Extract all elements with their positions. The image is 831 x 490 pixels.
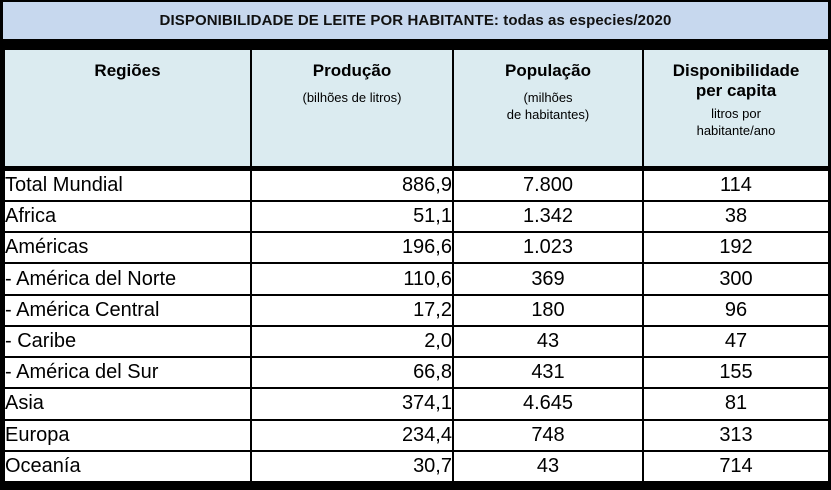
producao-cell: 886,9 [250, 166, 454, 203]
header-row: Regiões Produção (bilhões de litros) Pop… [3, 48, 830, 171]
table-row-europa: Europa 234,4 748 313 [3, 418, 830, 452]
col-header-regioes-label: Regiões [94, 61, 161, 80]
col-header-populacao-label: População [505, 61, 591, 80]
region-cell: Africa [3, 200, 252, 234]
table-body: Total Mundial 886,9 7.800 114 Africa 51,… [3, 166, 830, 484]
per-capita-cell: 47 [642, 324, 830, 359]
per-capita-cell: 714 [642, 449, 830, 484]
producao-cell: 2,0 [250, 324, 454, 359]
col-header-disponibilidade-unit-line1: litros por [711, 106, 761, 121]
col-header-disponibilidade-label-line2: per capita [695, 81, 777, 100]
col-header-disponibilidade-unit-line2: habitante/ano [696, 123, 776, 138]
populacao-cell: 748 [452, 418, 644, 452]
col-header-disponibilidade-label-line1: Disponibilidade [672, 61, 800, 80]
region-cell: - Caribe [3, 324, 252, 359]
populacao-cell: 431 [452, 356, 644, 390]
per-capita-cell: 96 [642, 293, 830, 327]
region-cell: Asia [3, 387, 252, 421]
col-header-producao-unit: (bilhões de litros) [302, 90, 402, 105]
producao-cell: 234,4 [250, 418, 454, 452]
producao-cell: 66,8 [250, 356, 454, 390]
milk-data-table: Regiões Produção (bilhões de litros) Pop… [3, 48, 830, 484]
populacao-cell: 4.645 [452, 387, 644, 421]
region-cell: - América Central [3, 293, 252, 327]
table-row-africa: Africa 51,1 1.342 38 [3, 200, 830, 234]
col-header-populacao-unit-line2: de habitantes) [506, 107, 590, 122]
col-header-populacao: População (milhões de habitantes) [452, 48, 644, 171]
table-row-americas: Américas 196,6 1.023 192 [3, 231, 830, 265]
per-capita-cell: 155 [642, 356, 830, 390]
producao-cell: 51,1 [250, 200, 454, 234]
table-row-asia: Asia 374,1 4.645 81 [3, 387, 830, 421]
col-header-producao: Produção (bilhões de litros) [250, 48, 454, 171]
per-capita-cell: 38 [642, 200, 830, 234]
col-header-populacao-unit-line1: (milhões [523, 90, 573, 105]
producao-cell: 17,2 [250, 293, 454, 327]
per-capita-cell: 114 [642, 166, 830, 203]
table-row-america-del-norte: - América del Norte 110,6 369 300 [3, 262, 830, 296]
region-cell: Europa [3, 418, 252, 452]
per-capita-cell: 313 [642, 418, 830, 452]
region-cell: Total Mundial [3, 166, 252, 203]
per-capita-cell: 81 [642, 387, 830, 421]
producao-cell: 110,6 [250, 262, 454, 296]
table-title: DISPONIBILIDADE DE LEITE POR HABITANTE: … [159, 12, 672, 29]
per-capita-cell: 192 [642, 231, 830, 265]
region-cell: Oceanía [3, 449, 252, 484]
populacao-cell: 1.023 [452, 231, 644, 265]
table-row-america-central: - América Central 17,2 180 96 [3, 293, 830, 327]
table-row-oceania: Oceanía 30,7 43 714 [3, 449, 830, 484]
producao-cell: 196,6 [250, 231, 454, 265]
col-header-disponibilidade: Disponibilidade per capita litros por ha… [642, 48, 830, 171]
populacao-cell: 369 [452, 262, 644, 296]
region-cell: - América del Sur [3, 356, 252, 390]
col-header-producao-label: Produção [312, 61, 392, 80]
region-cell: Américas [3, 231, 252, 265]
populacao-cell: 7.800 [452, 166, 644, 203]
populacao-cell: 1.342 [452, 200, 644, 234]
producao-cell: 374,1 [250, 387, 454, 421]
col-header-regioes: Regiões [3, 48, 252, 171]
populacao-cell: 180 [452, 293, 644, 327]
region-cell: - América del Norte [3, 262, 252, 296]
table-row-america-del-sur: - América del Sur 66,8 431 155 [3, 356, 830, 390]
table-row-total-mundial: Total Mundial 886,9 7.800 114 [3, 166, 830, 203]
per-capita-cell: 300 [642, 262, 830, 296]
populacao-cell: 43 [452, 449, 644, 484]
producao-cell: 30,7 [250, 449, 454, 484]
populacao-cell: 43 [452, 324, 644, 359]
table-title-bar: DISPONIBILIDADE DE LEITE POR HABITANTE: … [3, 2, 828, 39]
table-row-caribe: - Caribe 2,0 43 47 [3, 324, 830, 359]
